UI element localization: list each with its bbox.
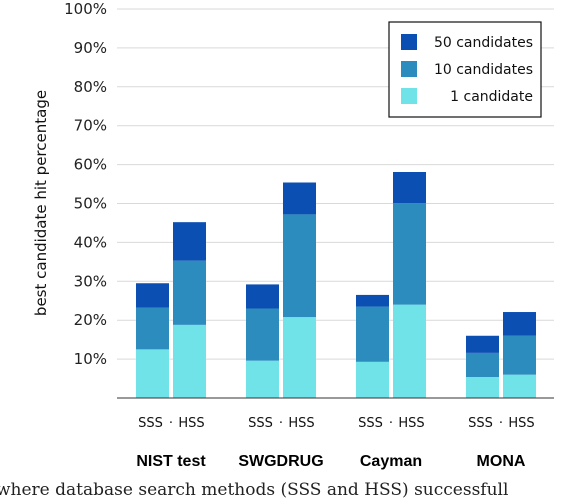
method-separator: ·: [389, 416, 393, 431]
legend-swatch: [401, 34, 417, 50]
bar-50-candidates: [283, 182, 316, 215]
method-label: SSS: [358, 416, 383, 431]
method-separator: ·: [499, 416, 503, 431]
method-label: HSS: [178, 416, 204, 431]
legend-swatch: [401, 61, 417, 77]
group-label: MONA: [477, 453, 526, 470]
method-label: HSS: [398, 416, 424, 431]
y-tick-label: 10%: [74, 350, 107, 368]
method-label: HSS: [288, 416, 314, 431]
method-label: SSS: [248, 416, 273, 431]
group-label: SWGDRUG: [238, 453, 323, 470]
y-tick-label: 30%: [74, 272, 107, 290]
method-label: SSS: [138, 416, 163, 431]
method-label: HSS: [508, 416, 534, 431]
group-label: NIST test: [136, 453, 206, 470]
y-tick-label: 80%: [74, 78, 107, 96]
bar-10-candidates: [173, 260, 206, 325]
legend-label: 50 candidates: [434, 35, 533, 51]
legend-swatch: [401, 88, 417, 104]
method-separator: ·: [279, 416, 283, 431]
bar-50-candidates: [393, 171, 426, 204]
bar-1-candidate: [246, 360, 279, 398]
bar-50-candidates: [356, 294, 389, 307]
bar-50-candidates: [466, 335, 499, 353]
method-label: SSS: [468, 416, 493, 431]
bar-1-candidate: [503, 374, 536, 398]
bar-10-candidates: [246, 308, 279, 361]
bar-10-candidates: [283, 214, 316, 318]
bar-10-candidates: [136, 307, 169, 350]
y-tick-label: 100%: [64, 0, 107, 18]
group-label: Cayman: [360, 453, 422, 470]
x-labels: SSS HSS · NIST test SSS HSS · SWGDRUG SSS HSS · Cay…: [136, 416, 534, 470]
legend-label: 10 candidates: [434, 62, 533, 78]
bar-1-candidate: [136, 349, 169, 398]
y-tick-label: 60%: [74, 156, 107, 174]
legend: 50 candidates 10 candidates 1 candidate: [388, 21, 542, 118]
method-separator: ·: [169, 416, 173, 431]
y-tick-label: 20%: [74, 311, 107, 329]
bar-50-candidates: [246, 284, 279, 309]
legend-label: 1 candidate: [450, 89, 533, 105]
y-tick-label: 90%: [74, 39, 107, 57]
bar-10-candidates: [466, 352, 499, 377]
bar-1-candidate: [466, 376, 499, 398]
bars: [136, 171, 536, 398]
bar-10-candidates: [393, 203, 426, 305]
bar-10-candidates: [503, 335, 536, 375]
y-tick-label: 70%: [74, 117, 107, 135]
bar-10-candidates: [356, 306, 389, 362]
bar-50-candidates: [173, 222, 206, 261]
figure-caption: where database search methods (SSS and H…: [0, 480, 508, 498]
y-axis-title: best candidate hit percentage: [32, 90, 50, 316]
y-tick-label: 40%: [74, 233, 107, 251]
bar-50-candidates: [503, 312, 536, 336]
bar-1-candidate: [173, 324, 206, 398]
y-tick-labels: 10% 20% 30% 40% 50% 60% 70% 80% 90% 100%: [64, 0, 107, 368]
bar-1-candidate: [393, 304, 426, 398]
bar-1-candidate: [283, 317, 316, 398]
bar-1-candidate: [356, 361, 389, 398]
bar-50-candidates: [136, 283, 169, 308]
y-tick-label: 50%: [74, 195, 107, 213]
